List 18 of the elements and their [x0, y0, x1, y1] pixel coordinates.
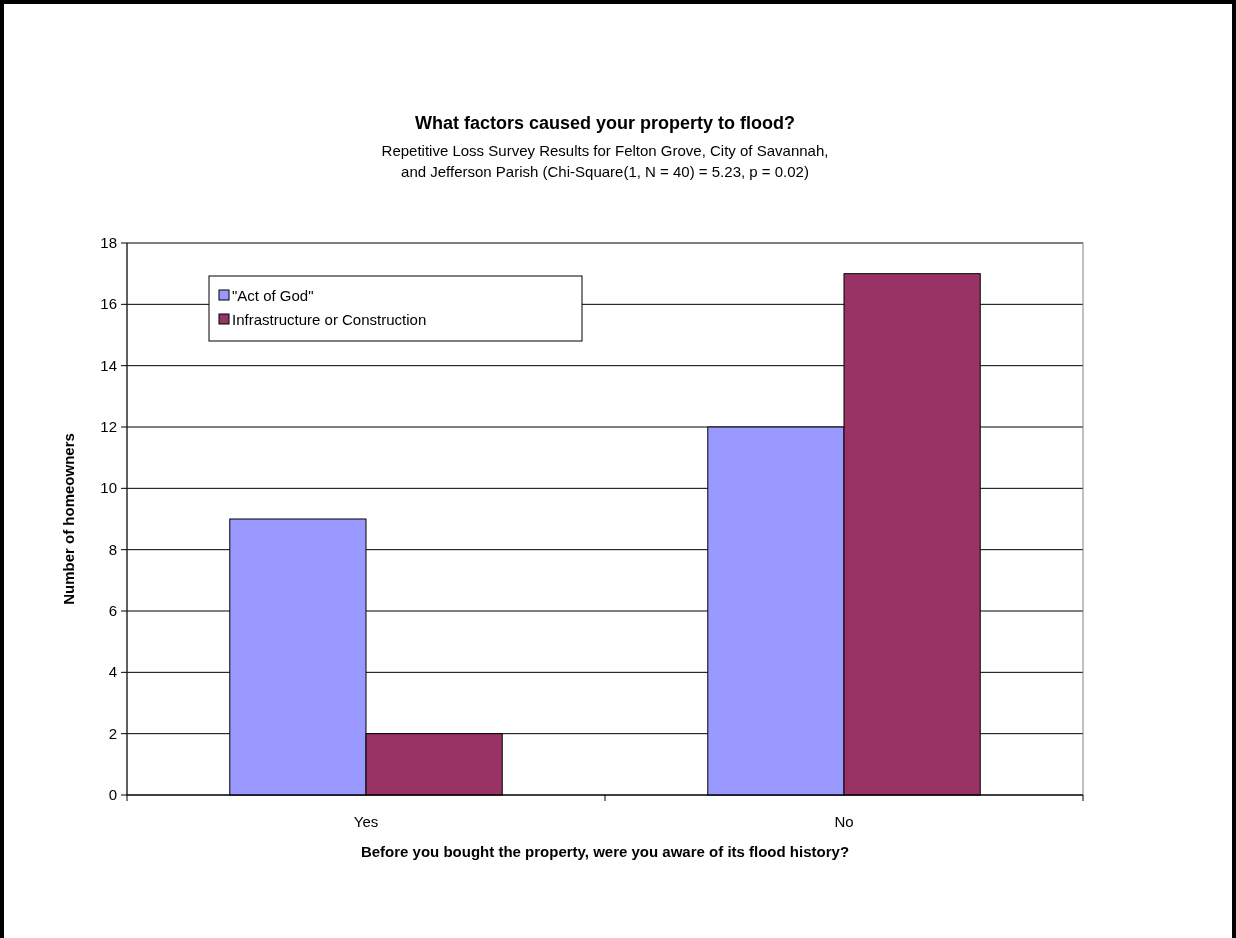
y-tick-label: 14	[100, 356, 117, 374]
legend-label: "Act of God"	[232, 287, 314, 304]
y-tick-label: 12	[100, 418, 117, 435]
x-tick-label: Yes	[353, 813, 379, 830]
y-axis-title: Number of homeowners	[60, 433, 77, 605]
x-tick-label: No	[834, 813, 854, 830]
y-tick-label: 0	[108, 786, 117, 803]
chart-title: What factors caused your property to flood?	[414, 113, 796, 133]
y-tick-label: 6	[108, 602, 117, 619]
y-tick-label: 8	[108, 540, 117, 558]
legend-label: Infrastructure or Construction	[232, 311, 427, 328]
chart-subtitle: Repetitive Loss Survey Results for Felton Grove, City of Savannah, and Jefferson Parish (Chi-Square(1, N = 40) = 5.23, p = 0.02)	[381, 142, 829, 180]
y-tick-label: 18	[100, 234, 117, 251]
y-tick-label: 16	[100, 295, 117, 313]
x-axis-title: Before you bought the property, were you aware of its flood history?	[360, 843, 850, 860]
y-tick-label: 2	[108, 724, 117, 742]
y-tick-label: 4	[108, 663, 117, 681]
y-tick-label: 10	[100, 479, 117, 497]
